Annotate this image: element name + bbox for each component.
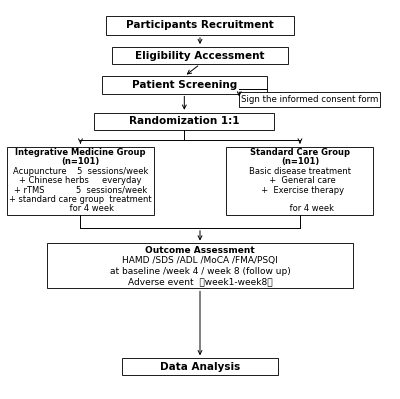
- FancyBboxPatch shape: [94, 113, 274, 130]
- Text: Acupuncture    5  sessions/week: Acupuncture 5 sessions/week: [13, 167, 148, 176]
- Text: HAMD /SDS /ADL /MoCA /FMA/PSQI: HAMD /SDS /ADL /MoCA /FMA/PSQI: [122, 256, 278, 265]
- Text: Standard Care Group: Standard Care Group: [250, 148, 350, 157]
- Text: + standard care group  treatment: + standard care group treatment: [9, 195, 152, 204]
- FancyBboxPatch shape: [106, 16, 294, 35]
- FancyBboxPatch shape: [47, 243, 353, 288]
- FancyBboxPatch shape: [112, 47, 288, 64]
- Text: (n=101): (n=101): [61, 158, 100, 166]
- FancyBboxPatch shape: [239, 92, 380, 107]
- Text: Patient Screening: Patient Screening: [132, 80, 237, 90]
- Text: Eligibility Accessment: Eligibility Accessment: [135, 51, 265, 61]
- Text: +  Exercise therapy: + Exercise therapy: [256, 186, 344, 195]
- Text: + rTMS            5  sessions/week: + rTMS 5 sessions/week: [14, 186, 147, 195]
- Text: for 4 week: for 4 week: [266, 204, 334, 213]
- Text: Basic disease treatment: Basic disease treatment: [249, 167, 351, 176]
- Text: at baseline /week 4 / week 8 (follow up): at baseline /week 4 / week 8 (follow up): [110, 267, 290, 276]
- Text: Sign the informed consent form: Sign the informed consent form: [241, 95, 378, 104]
- Text: Adverse event  （week1-week8）: Adverse event （week1-week8）: [128, 277, 272, 286]
- Text: (n=101): (n=101): [281, 158, 319, 166]
- Text: Outcome Assessment: Outcome Assessment: [145, 246, 255, 255]
- Text: Participants Recruitment: Participants Recruitment: [126, 20, 274, 30]
- Text: + Chinese herbs     everyday: + Chinese herbs everyday: [19, 176, 142, 185]
- Text: Integrative Medicine Group: Integrative Medicine Group: [15, 148, 146, 157]
- Text: Randomization 1:1: Randomization 1:1: [129, 116, 240, 126]
- FancyBboxPatch shape: [102, 76, 267, 93]
- FancyBboxPatch shape: [7, 146, 154, 215]
- Text: +  General care: + General care: [264, 176, 336, 185]
- FancyBboxPatch shape: [122, 358, 278, 375]
- FancyBboxPatch shape: [226, 146, 374, 215]
- Text: for 4 week: for 4 week: [46, 204, 114, 213]
- Text: Data Analysis: Data Analysis: [160, 362, 240, 372]
